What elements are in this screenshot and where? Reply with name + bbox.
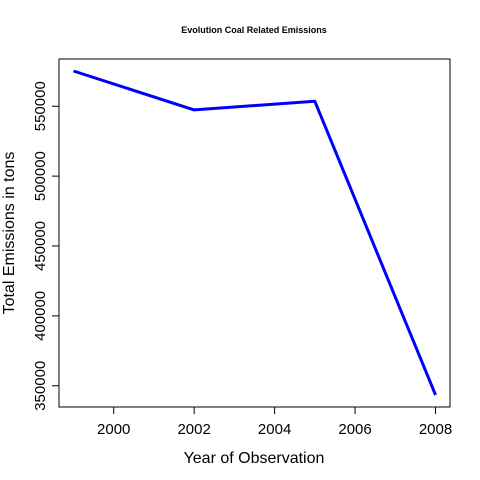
x-tick-label: 2000 [97, 421, 130, 438]
y-tick-label: 450000 [32, 221, 49, 271]
chart-title: Evolution Coal Related Emissions [181, 25, 327, 35]
y-tick-label: 500000 [32, 151, 49, 201]
series-layer [73, 69, 437, 396]
y-axis: 350000 400000 450000 500000 550000 [32, 81, 59, 411]
y-tick-label: 400000 [32, 291, 49, 341]
x-tick-label: 2002 [177, 421, 210, 438]
x-axis-title: Year of Observation [184, 450, 325, 467]
series-line [73, 69, 437, 396]
plot-frame [58, 58, 451, 408]
x-tick-label: 2004 [258, 421, 291, 438]
y-tick-label: 350000 [32, 361, 49, 411]
y-tick-label: 550000 [32, 81, 49, 131]
x-tick-label: 2008 [419, 421, 452, 438]
x-axis: 2000 2002 2004 2006 2008 [97, 407, 452, 438]
y-axis-title: Total Emissions in tons [1, 152, 18, 315]
x-tick-label: 2006 [338, 421, 371, 438]
